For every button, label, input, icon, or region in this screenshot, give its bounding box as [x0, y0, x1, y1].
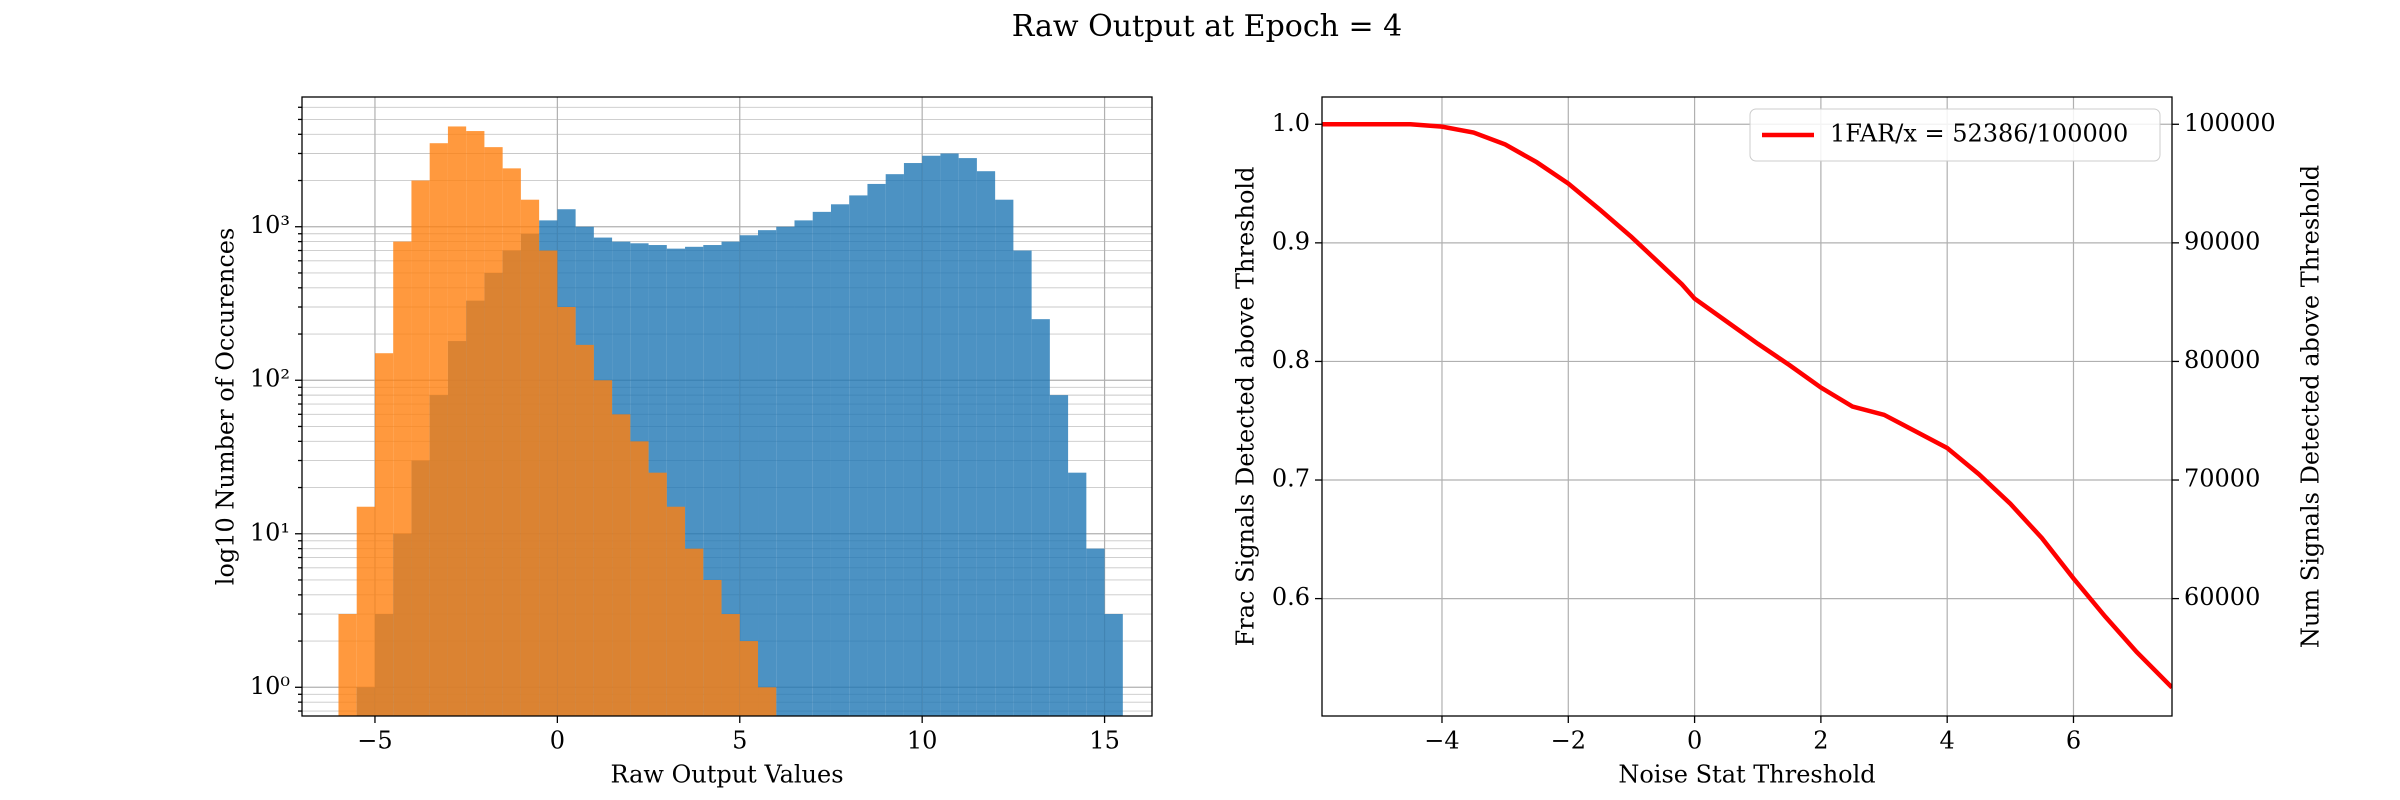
histogram-bar — [776, 226, 795, 716]
histogram-bar — [484, 147, 503, 716]
histogram-bar — [593, 380, 613, 716]
histogram-bar — [830, 204, 850, 716]
histogram-bar — [1104, 614, 1123, 716]
y2-axis-label: Num Signals Detected above Threshold — [2297, 165, 2325, 648]
y2-tick-label: 90000 — [2184, 227, 2260, 255]
x-tick-label: 15 — [1089, 727, 1120, 755]
y-tick-label: 10⁰ — [250, 672, 290, 700]
x-tick-label: −5 — [357, 727, 392, 755]
histogram-bar — [520, 199, 540, 716]
histogram-bar — [411, 180, 430, 716]
histogram-bar — [612, 414, 631, 716]
plot-area — [1322, 122, 2172, 690]
histogram-bar — [666, 506, 686, 716]
y-axis-label: log10 Number of Occurences — [212, 228, 240, 586]
histogram-bar — [1086, 548, 1105, 716]
histogram-bar — [557, 307, 576, 716]
axes-frame — [301, 96, 1153, 717]
histogram-bar — [1031, 319, 1050, 716]
histogram-bar — [758, 230, 777, 716]
histogram-bar — [849, 195, 868, 716]
histogram-bar — [958, 158, 977, 716]
histogram-bar — [940, 153, 959, 716]
histogram-bar — [429, 143, 448, 716]
y-tick-label: 10³ — [250, 211, 290, 239]
x-tick-label: 2 — [1813, 727, 1828, 755]
x-tick-label: 0 — [550, 727, 565, 755]
y2-tick-label: 70000 — [2184, 465, 2260, 493]
histogram-bar — [739, 235, 759, 716]
histogram-bar — [739, 641, 759, 716]
x-tick-label: 10 — [907, 727, 938, 755]
legend-box — [1749, 108, 2161, 162]
axes-frame — [1321, 96, 2173, 717]
x-axis-label: Noise Stat Threshold — [1618, 761, 1875, 789]
histogram-bar — [1049, 395, 1069, 716]
histogram-bar — [885, 174, 904, 716]
line — [1322, 122, 2172, 690]
y-tick-label: 0.6 — [1272, 583, 1310, 611]
y-tick-label: 0.7 — [1272, 465, 1310, 493]
x-axis-label: Raw Output Values — [610, 761, 843, 789]
legend-label: 1FAR/x = 52386/100000 — [1830, 120, 2128, 148]
y-axis-label: Frac Signals Detected above Threshold — [1232, 167, 1260, 647]
histogram-bar — [447, 126, 467, 716]
histogram-bar — [758, 687, 777, 716]
histogram-bar — [995, 199, 1014, 716]
x-tick-label: 4 — [1940, 727, 1955, 755]
y2-tick-label: 100000 — [2184, 109, 2276, 137]
y-tick-label: 1.0 — [1272, 109, 1310, 137]
y2-tick-label: 80000 — [2184, 346, 2260, 374]
x-tick-label: −4 — [1424, 727, 1459, 755]
histogram-bar — [575, 344, 594, 716]
histogram-bar — [903, 163, 923, 716]
histogram-bar — [721, 241, 740, 716]
histogram-bar — [393, 241, 412, 716]
histogram-bar — [794, 220, 813, 716]
histogram-bar — [539, 250, 558, 716]
y-tick-label: 10¹ — [250, 518, 290, 546]
y-tick-label: 0.9 — [1272, 227, 1310, 255]
histogram-bar — [502, 168, 521, 716]
histogram-bar — [466, 131, 485, 716]
histogram-bar — [356, 506, 375, 716]
histogram-bar — [922, 155, 941, 716]
grid — [1322, 97, 2172, 716]
histogram-bar — [685, 548, 704, 716]
histogram-bar — [648, 472, 667, 716]
y-tick-label: 10² — [250, 365, 290, 393]
x-tick-label: −2 — [1551, 727, 1586, 755]
histogram-bar — [374, 353, 394, 716]
histogram-bar — [1068, 472, 1087, 716]
y-tick-label: 0.8 — [1272, 346, 1310, 374]
histogram-bar — [721, 614, 740, 716]
figure-title: Raw Output at Epoch = 4 — [1012, 9, 1403, 44]
x-tick-label: 6 — [2066, 727, 2081, 755]
histogram-bar — [630, 441, 649, 716]
x-tick-label: 0 — [1687, 727, 1702, 755]
y2-tick-label: 60000 — [2184, 583, 2260, 611]
histogram-bar — [867, 183, 886, 716]
histogram-bar — [976, 171, 996, 716]
histogram-bar — [338, 614, 357, 716]
x-tick-label: 5 — [732, 727, 747, 755]
histogram-bar — [1013, 250, 1032, 716]
histogram-bar — [812, 211, 831, 716]
plot-area — [338, 126, 1123, 716]
histogram-bar — [703, 579, 722, 716]
